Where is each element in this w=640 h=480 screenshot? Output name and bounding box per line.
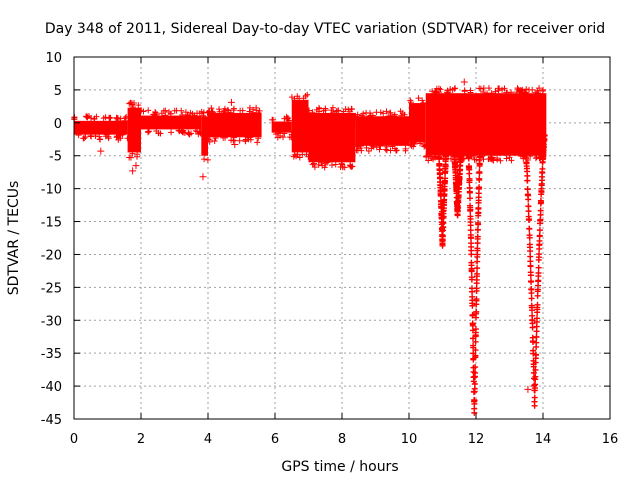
data-point-outlier (460, 78, 468, 86)
data-band (74, 120, 128, 135)
data-point-outlier (129, 167, 137, 175)
y-tick-label: -20 (41, 248, 62, 263)
data-band-fringe (352, 108, 409, 155)
data-spike (449, 130, 466, 219)
data-band-fringe (126, 99, 142, 161)
data-band-fringe (269, 113, 295, 141)
data-point-outlier (97, 147, 105, 155)
x-tick-label: 14 (535, 432, 552, 447)
data-point-outlier (439, 208, 446, 216)
y-tick-label: -5 (49, 150, 62, 165)
data-band-fringe (138, 107, 204, 138)
y-tick-label: -35 (41, 347, 62, 362)
data-band-fringe (198, 108, 211, 163)
y-tick-label: 5 (54, 84, 62, 99)
data-band-fringe (407, 95, 429, 150)
x-tick-label: 10 (401, 432, 418, 447)
x-tick-label: 12 (468, 432, 485, 447)
data-band-fringe (306, 104, 356, 171)
data-band (271, 121, 292, 133)
x-tick-label: 6 (271, 432, 279, 447)
y-tick-label: -40 (41, 380, 62, 395)
data-point-outlier (484, 92, 492, 100)
y-tick-label: 10 (45, 51, 62, 66)
data-band (141, 115, 202, 130)
data-band (201, 116, 208, 156)
x-tick-label: 16 (602, 432, 619, 447)
data-point-outlier (199, 173, 207, 181)
data-point-outlier (524, 385, 532, 393)
y-tick-label: -10 (41, 183, 62, 198)
data-spike (464, 129, 484, 416)
y-tick-label: -30 (41, 314, 62, 329)
axis-ticks: 0 2 4 6 8 10 12 14 16 10 5 0 -5 -10 -15 -20 -25 -30 -35 -40… (41, 51, 619, 447)
data-point-outlier (227, 98, 235, 106)
x-tick-label: 2 (137, 432, 145, 447)
data-band (127, 107, 141, 153)
y-tick-label: -15 (41, 216, 62, 231)
data-spike (521, 129, 548, 409)
y-tick-label: -45 (41, 413, 62, 428)
y-tick-label: -25 (41, 281, 62, 296)
data-band (355, 116, 409, 146)
data-points (71, 78, 548, 416)
x-tick-label: 0 (70, 432, 78, 447)
data-band-fringe (205, 104, 263, 146)
data-band (208, 112, 262, 138)
data-band (291, 99, 309, 153)
data-spike (434, 130, 451, 249)
data-band (409, 103, 426, 143)
x-tick-label: 8 (338, 432, 346, 447)
chart-title: Day 348 of 2011, Sidereal Day-to-day VTE… (45, 21, 605, 37)
data-point-outlier (231, 141, 239, 149)
x-tick-label: 4 (204, 432, 212, 447)
x-axis-label: GPS time / hours (281, 459, 398, 475)
data-band (308, 112, 356, 163)
data-point-outlier (132, 162, 140, 170)
data-band-fringe (288, 91, 312, 161)
y-axis-label: SDTVAR / TECUs (6, 181, 22, 296)
y-tick-label: 0 (54, 117, 62, 132)
